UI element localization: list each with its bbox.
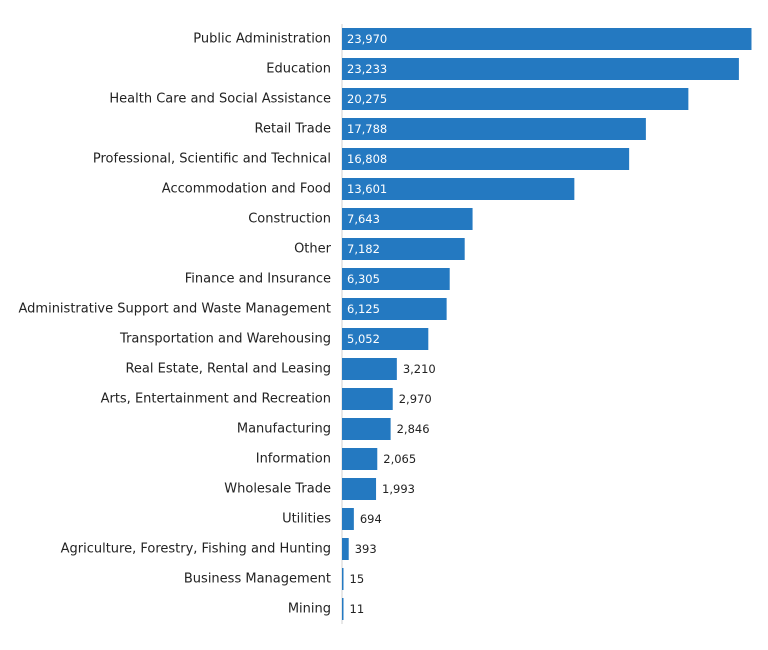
category-label: Utilities [282, 512, 331, 527]
category-label: Health Care and Social Assistance [109, 92, 331, 107]
bar[interactable] [342, 118, 646, 140]
value-label: 23,233 [347, 62, 387, 76]
category-label: Other [294, 242, 332, 257]
category-label: Education [266, 62, 331, 77]
bar[interactable] [342, 58, 739, 80]
category-label: Construction [248, 212, 331, 227]
bar[interactable] [342, 538, 349, 560]
value-label: 7,643 [347, 212, 380, 226]
bar[interactable] [342, 88, 689, 110]
bar[interactable] [342, 598, 344, 620]
category-label: Accommodation and Food [162, 182, 331, 197]
value-label: 2,970 [399, 392, 432, 406]
bar[interactable] [342, 448, 378, 470]
value-label: 393 [355, 542, 377, 556]
value-label: 694 [360, 512, 382, 526]
bar[interactable] [342, 208, 473, 230]
bar[interactable] [342, 238, 465, 260]
value-label: 2,846 [397, 422, 430, 436]
category-label: Arts, Entertainment and Recreation [101, 392, 331, 407]
category-label: Real Estate, Rental and Leasing [125, 362, 331, 377]
category-label: Administrative Support and Waste Managem… [19, 302, 332, 317]
category-label: Wholesale Trade [224, 482, 331, 497]
bar[interactable] [342, 568, 344, 590]
bar[interactable] [342, 508, 354, 530]
category-label: Professional, Scientific and Technical [93, 152, 331, 167]
bar[interactable] [342, 298, 447, 320]
category-label: Transportation and Warehousing [119, 332, 331, 347]
bar[interactable] [342, 478, 377, 500]
value-label: 11 [350, 602, 365, 616]
value-label: 20,275 [347, 92, 387, 106]
category-label: Public Administration [193, 32, 331, 47]
value-label: 7,182 [347, 242, 380, 256]
bar[interactable] [342, 388, 393, 410]
bar[interactable] [342, 268, 450, 290]
value-label: 6,305 [347, 272, 380, 286]
bar[interactable] [342, 358, 397, 380]
value-label: 13,601 [347, 182, 387, 196]
value-label: 16,808 [347, 152, 387, 166]
bar[interactable] [342, 178, 575, 200]
category-label: Mining [288, 602, 331, 617]
value-label: 17,788 [347, 122, 387, 136]
value-label: 2,065 [383, 452, 416, 466]
value-label: 15 [350, 572, 365, 586]
category-label: Retail Trade [255, 122, 331, 137]
value-label: 5,052 [347, 332, 380, 346]
category-label: Business Management [184, 572, 331, 587]
value-label: 6,125 [347, 302, 380, 316]
bar[interactable] [342, 28, 752, 50]
bar[interactable] [342, 328, 429, 350]
category-label: Manufacturing [237, 422, 331, 437]
value-label: 3,210 [403, 362, 436, 376]
bar[interactable] [342, 418, 391, 440]
bar[interactable] [342, 148, 630, 170]
category-label: Agriculture, Forestry, Fishing and Hunti… [61, 542, 331, 557]
category-label: Finance and Insurance [185, 272, 331, 287]
value-label: 1,993 [382, 482, 415, 496]
category-label: Information [256, 452, 331, 467]
value-label: 23,970 [347, 32, 387, 46]
